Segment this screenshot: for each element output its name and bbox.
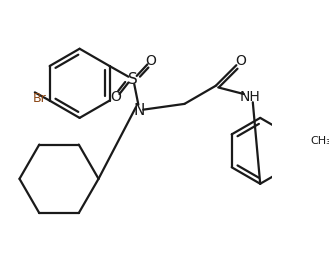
- Text: CH₃: CH₃: [310, 136, 329, 146]
- Text: O: O: [145, 54, 156, 68]
- Text: N: N: [134, 103, 145, 118]
- Text: S: S: [128, 72, 138, 87]
- Text: NH: NH: [240, 90, 261, 104]
- Text: O: O: [235, 54, 246, 68]
- Text: Br: Br: [33, 92, 46, 106]
- Text: O: O: [111, 90, 122, 104]
